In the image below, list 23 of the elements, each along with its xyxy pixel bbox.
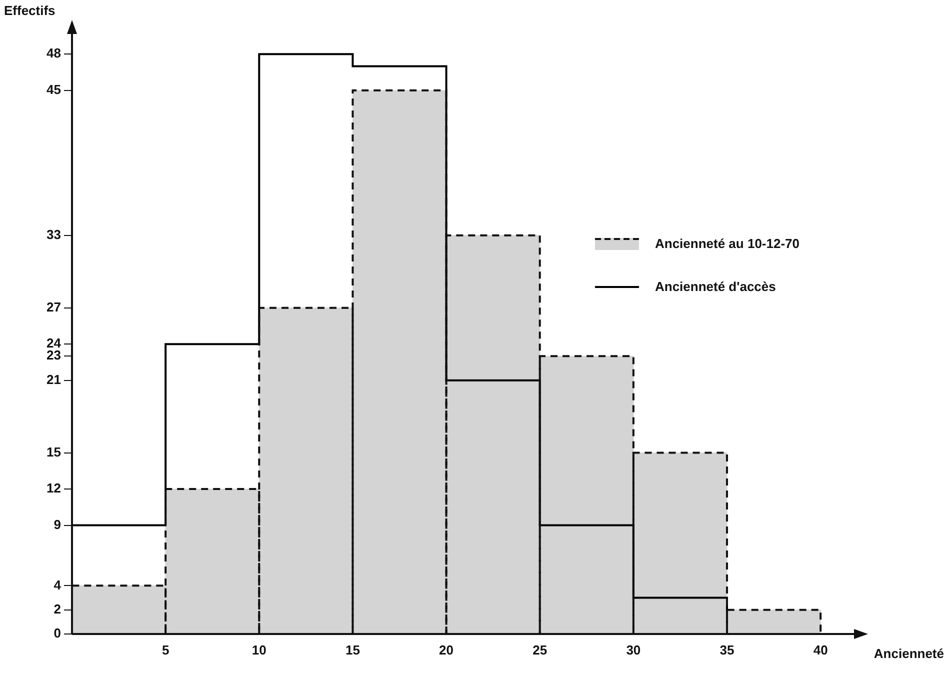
y-tick-label: 48: [46, 46, 61, 61]
x-tick-label: 40: [813, 642, 828, 658]
y-tick-label: 9: [54, 516, 61, 532]
x-tick-label: 15: [345, 642, 360, 658]
x-tick-label: 20: [439, 642, 454, 658]
legend-label: Ancienneté au 10-12-70: [655, 236, 800, 251]
y-tick-label: 21: [46, 372, 61, 387]
y-tick-label: 33: [46, 226, 61, 242]
x-tick-label: 30: [626, 642, 641, 658]
y-tick-label: 4: [54, 577, 62, 592]
x-tick-label: 35: [720, 642, 734, 658]
x-tick-label: 10: [252, 642, 266, 658]
x-axis-title: Ancienneté: [874, 646, 944, 662]
x-tick-label: 25: [532, 642, 548, 658]
x-tick-label: 5: [162, 642, 170, 658]
y-tick-label: 0: [54, 626, 61, 641]
y-tick-label: 2: [54, 601, 61, 616]
y-tick-label: 12: [46, 480, 61, 496]
legend-label: Ancienneté d'accès: [655, 279, 776, 294]
y-tick-label: 15: [46, 444, 61, 460]
y-tick-label: 45: [46, 82, 61, 97]
y-axis-title: Effectifs: [4, 3, 56, 18]
y-tick-label: 27: [46, 299, 61, 314]
